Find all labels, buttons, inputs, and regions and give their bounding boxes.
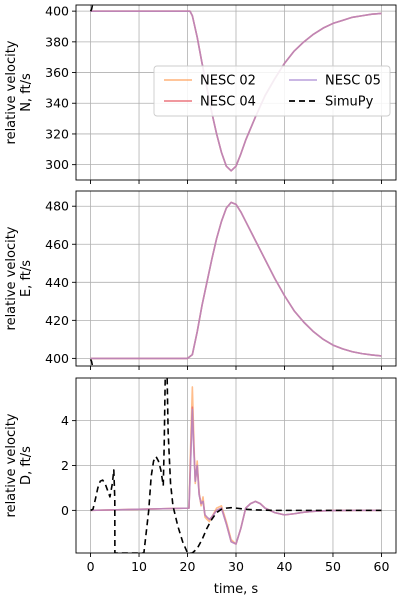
series-line-simupy: [90, 378, 382, 553]
x-tick-label: 30: [228, 559, 244, 574]
legend-box: [153, 65, 391, 117]
y-tick-label: 480: [45, 199, 69, 214]
y-tick-label: 300: [45, 157, 69, 172]
x-tick-label: 50: [325, 559, 341, 574]
y-tick-label: 2: [61, 458, 69, 473]
y-tick-label: 320: [45, 126, 69, 141]
legend-label: NESC 04: [200, 95, 256, 110]
y-axis-label: relative velocity: [4, 413, 19, 517]
y-axis-label: D, ft/s: [19, 446, 34, 485]
series-line-nesc-05: [90, 201, 382, 360]
y-tick-label: 460: [45, 237, 69, 252]
y-axis-label: relative velocity: [4, 40, 19, 144]
y-tick-label: 440: [45, 275, 69, 290]
series-line-simupy: [89, 358, 94, 366]
series-line-simupy: [89, 5, 94, 12]
legend-label: NESC 02: [200, 74, 256, 89]
legend-label: NESC 05: [325, 74, 381, 89]
y-tick-label: 380: [45, 34, 69, 49]
legend: NESC 02 NESC 04 NESC 05 SimuPy: [153, 65, 391, 117]
x-tick-label: 40: [277, 559, 293, 574]
series-line-nesc-05: [90, 408, 382, 545]
y-axis-label: E, ft/s: [19, 260, 34, 297]
y-tick-label: 340: [45, 96, 69, 111]
y-tick-label: 0: [61, 503, 69, 518]
y-tick-label: 400: [45, 4, 69, 19]
series-group: [90, 378, 382, 553]
y-tick-label: 420: [45, 313, 69, 328]
legend-label: SimuPy: [325, 95, 374, 110]
x-tick-label: 0: [87, 559, 95, 574]
x-tick-label: 10: [131, 559, 147, 574]
x-tick-label: 60: [374, 559, 390, 574]
y-tick-label: 400: [45, 351, 69, 366]
y-tick-label: 4: [61, 413, 69, 428]
series-group: [89, 201, 382, 366]
y-axis-label: N, ft/s: [19, 73, 34, 112]
y-axis-label: relative velocity: [4, 226, 19, 330]
panel-2: 400 420 440 460 480 relative velocity E, ft/s: [4, 190, 397, 370]
x-axis-label: time, s: [214, 582, 259, 597]
y-tick-label: 360: [45, 65, 69, 80]
panel-1: 300 320 340 360 380 400 relative velocity N, ft…: [4, 4, 397, 184]
x-tick-label: 20: [180, 559, 196, 574]
